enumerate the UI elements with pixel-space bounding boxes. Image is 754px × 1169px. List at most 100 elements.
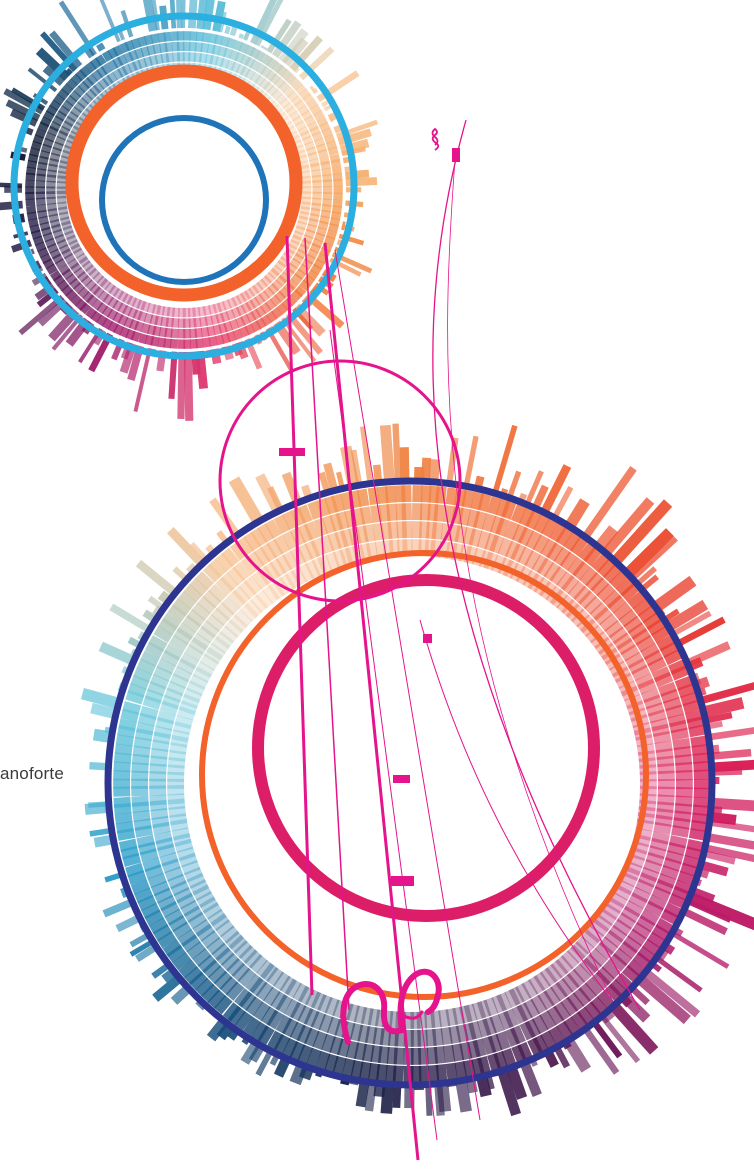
burst-segment bbox=[275, 274, 288, 287]
magenta-line bbox=[304, 237, 350, 1011]
burst-segment bbox=[589, 918, 610, 938]
burst-segment bbox=[252, 281, 264, 294]
burst-segment bbox=[533, 514, 550, 534]
burst-segment bbox=[677, 870, 697, 886]
burst-segment bbox=[360, 1006, 374, 1026]
burst-segment bbox=[588, 948, 608, 967]
burst-segment bbox=[292, 252, 305, 265]
burst-segment bbox=[530, 994, 548, 1015]
magenta-middle-ring bbox=[218, 359, 462, 603]
burst-segment bbox=[184, 866, 204, 883]
burst-segment bbox=[133, 667, 153, 683]
burst-segment bbox=[489, 534, 505, 554]
burst-segment bbox=[115, 734, 134, 747]
burst-segment bbox=[183, 31, 191, 41]
burst-segment bbox=[184, 966, 204, 985]
burst-segment bbox=[206, 642, 226, 661]
burst-segment bbox=[412, 485, 423, 503]
marker bbox=[391, 876, 414, 886]
burst-segment bbox=[300, 170, 311, 180]
burst-segment bbox=[310, 991, 327, 1011]
burst-segment bbox=[158, 326, 168, 338]
burst-segment bbox=[176, 846, 196, 862]
burst-segment bbox=[167, 798, 186, 810]
burst-segment bbox=[222, 1002, 242, 1022]
burst-segment bbox=[25, 198, 36, 207]
burst-spike bbox=[133, 347, 152, 412]
burst-segment bbox=[298, 562, 315, 583]
burst-segment bbox=[156, 658, 176, 675]
burst-segment bbox=[433, 504, 445, 522]
burst-segment bbox=[263, 271, 276, 284]
burst-segment bbox=[176, 622, 197, 641]
burst-segment bbox=[426, 1046, 439, 1065]
marker bbox=[452, 148, 460, 162]
burst-segment bbox=[620, 644, 640, 662]
burst-segment bbox=[125, 862, 145, 878]
burst-segment bbox=[73, 101, 86, 114]
burst-segment bbox=[65, 95, 78, 107]
burst-segment bbox=[227, 589, 247, 609]
burst-spike bbox=[118, 30, 126, 41]
burst-segment bbox=[136, 834, 156, 849]
burst-segment bbox=[164, 687, 184, 703]
burst-segment bbox=[267, 267, 280, 280]
burst-segment bbox=[202, 959, 222, 979]
burst-segment bbox=[113, 786, 131, 797]
burst-segment bbox=[213, 970, 233, 990]
burst-segment bbox=[627, 658, 648, 675]
burst-segment bbox=[183, 687, 203, 704]
burst-spike bbox=[9, 108, 38, 127]
burst-segment bbox=[510, 504, 527, 524]
burst-spike bbox=[712, 806, 723, 814]
burst-segment bbox=[370, 504, 383, 523]
burst-segment bbox=[56, 190, 67, 199]
burst-segment bbox=[107, 308, 119, 321]
burst-segment bbox=[324, 996, 340, 1017]
burst-spike bbox=[506, 1067, 528, 1100]
burst-segment bbox=[670, 727, 689, 741]
burst-segment bbox=[411, 503, 423, 521]
burst-segment bbox=[195, 571, 215, 591]
burst-segment bbox=[181, 859, 201, 876]
burst-segment bbox=[228, 614, 248, 633]
burst-segment bbox=[693, 760, 711, 772]
burst-segment bbox=[260, 66, 272, 79]
burst-segment bbox=[228, 934, 248, 954]
burst-segment bbox=[266, 84, 279, 97]
burst-spike bbox=[531, 484, 549, 510]
burst-segment bbox=[275, 994, 293, 1014]
burst-segment bbox=[233, 609, 253, 628]
burst-segment bbox=[401, 485, 412, 503]
burst-segment bbox=[118, 838, 138, 852]
burst-segment bbox=[137, 894, 157, 911]
burst-segment bbox=[81, 92, 94, 105]
burst-segment bbox=[306, 1047, 322, 1067]
burst-segment bbox=[274, 290, 287, 303]
burst-segment bbox=[333, 186, 343, 194]
burst-segment bbox=[294, 83, 307, 96]
burst-segment bbox=[189, 31, 198, 42]
burst-segment bbox=[221, 547, 240, 568]
burst-segment bbox=[581, 929, 601, 949]
burst-segment bbox=[647, 894, 667, 911]
burst-segment bbox=[596, 583, 616, 603]
burst-segment bbox=[102, 293, 114, 306]
burst-segment bbox=[654, 878, 674, 895]
burst-segment bbox=[202, 902, 223, 920]
burst-segment bbox=[206, 936, 226, 956]
burst-segment bbox=[56, 181, 67, 190]
burst-segment bbox=[168, 914, 188, 933]
burst-spike bbox=[611, 499, 673, 565]
burst-segment bbox=[147, 872, 167, 889]
burst-segment bbox=[150, 880, 171, 897]
burst-segment bbox=[517, 546, 534, 567]
burst-segment bbox=[310, 263, 323, 275]
burst-segment bbox=[136, 658, 157, 675]
burst-segment bbox=[65, 78, 78, 91]
burst-segment bbox=[675, 786, 693, 798]
burst-segment bbox=[183, 583, 203, 603]
burst-segment bbox=[440, 1027, 453, 1046]
burst-spike bbox=[476, 1076, 492, 1098]
burst-segment bbox=[572, 963, 592, 983]
